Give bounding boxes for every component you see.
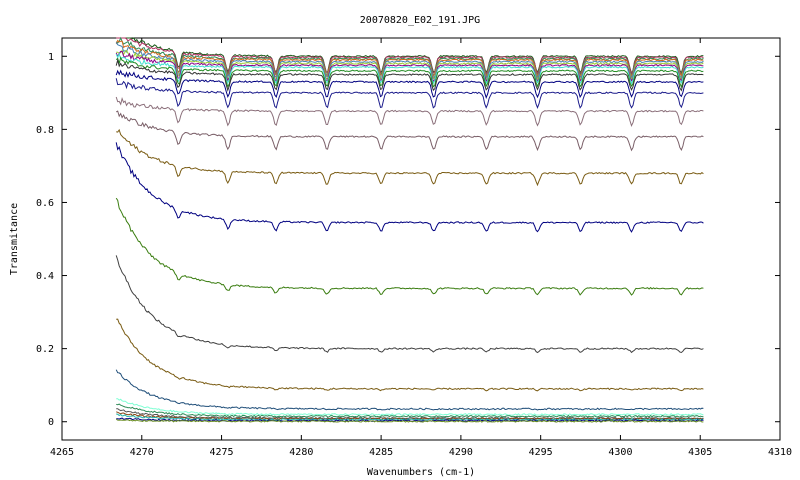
y-tick-label: 0 bbox=[48, 417, 54, 428]
series-line bbox=[115, 39, 704, 78]
series-line bbox=[116, 413, 704, 421]
plot-area bbox=[61, 37, 781, 441]
series-line bbox=[115, 69, 704, 99]
y-axis: 0 0.2 0.4 0.6 0.8 1 bbox=[36, 52, 780, 428]
chart-title: 20070820_E02_191.JPG bbox=[360, 15, 480, 26]
y-tick-label: 0.4 bbox=[36, 271, 54, 282]
y-tick-label: 0.8 bbox=[36, 125, 54, 136]
x-tick-label: 4310 bbox=[768, 447, 792, 458]
series-line bbox=[115, 56, 704, 89]
series-line bbox=[115, 110, 704, 152]
series-line bbox=[115, 96, 704, 128]
x-tick-label: 4300 bbox=[608, 447, 632, 458]
series-line bbox=[115, 369, 704, 411]
x-tick-label: 4285 bbox=[369, 447, 393, 458]
x-tick-label: 4290 bbox=[449, 447, 473, 458]
series-line bbox=[115, 36, 704, 78]
series-line bbox=[115, 78, 704, 109]
series-layer bbox=[115, 36, 704, 423]
series-line bbox=[116, 37, 704, 76]
series-line bbox=[115, 255, 704, 354]
series-line bbox=[115, 50, 704, 84]
series-line bbox=[116, 403, 704, 418]
x-tick-label: 4280 bbox=[289, 447, 313, 458]
x-tick-label: 4265 bbox=[50, 447, 74, 458]
x-axis: 4265 4270 4275 4280 4285 4290 4295 4300 4305 4310 bbox=[50, 38, 792, 458]
x-tick-label: 4295 bbox=[529, 447, 553, 458]
x-tick-label: 4305 bbox=[688, 447, 712, 458]
series-line bbox=[116, 398, 704, 417]
x-axis-label: Wavenumbers (cm-1) bbox=[367, 467, 475, 478]
series-line bbox=[116, 128, 704, 187]
y-tick-label: 0.6 bbox=[36, 198, 54, 209]
series-line bbox=[115, 197, 704, 296]
series-line bbox=[115, 58, 704, 92]
series-line bbox=[116, 49, 704, 82]
y-tick-label: 0.2 bbox=[36, 344, 54, 355]
y-tick-label: 1 bbox=[48, 52, 54, 63]
series-line bbox=[115, 418, 704, 423]
x-tick-label: 4275 bbox=[210, 447, 234, 458]
x-tick-label: 4270 bbox=[130, 447, 154, 458]
series-line bbox=[115, 52, 704, 85]
y-axis-label: Transmitance bbox=[9, 203, 20, 275]
series-line bbox=[115, 142, 704, 233]
series-line bbox=[116, 318, 704, 392]
